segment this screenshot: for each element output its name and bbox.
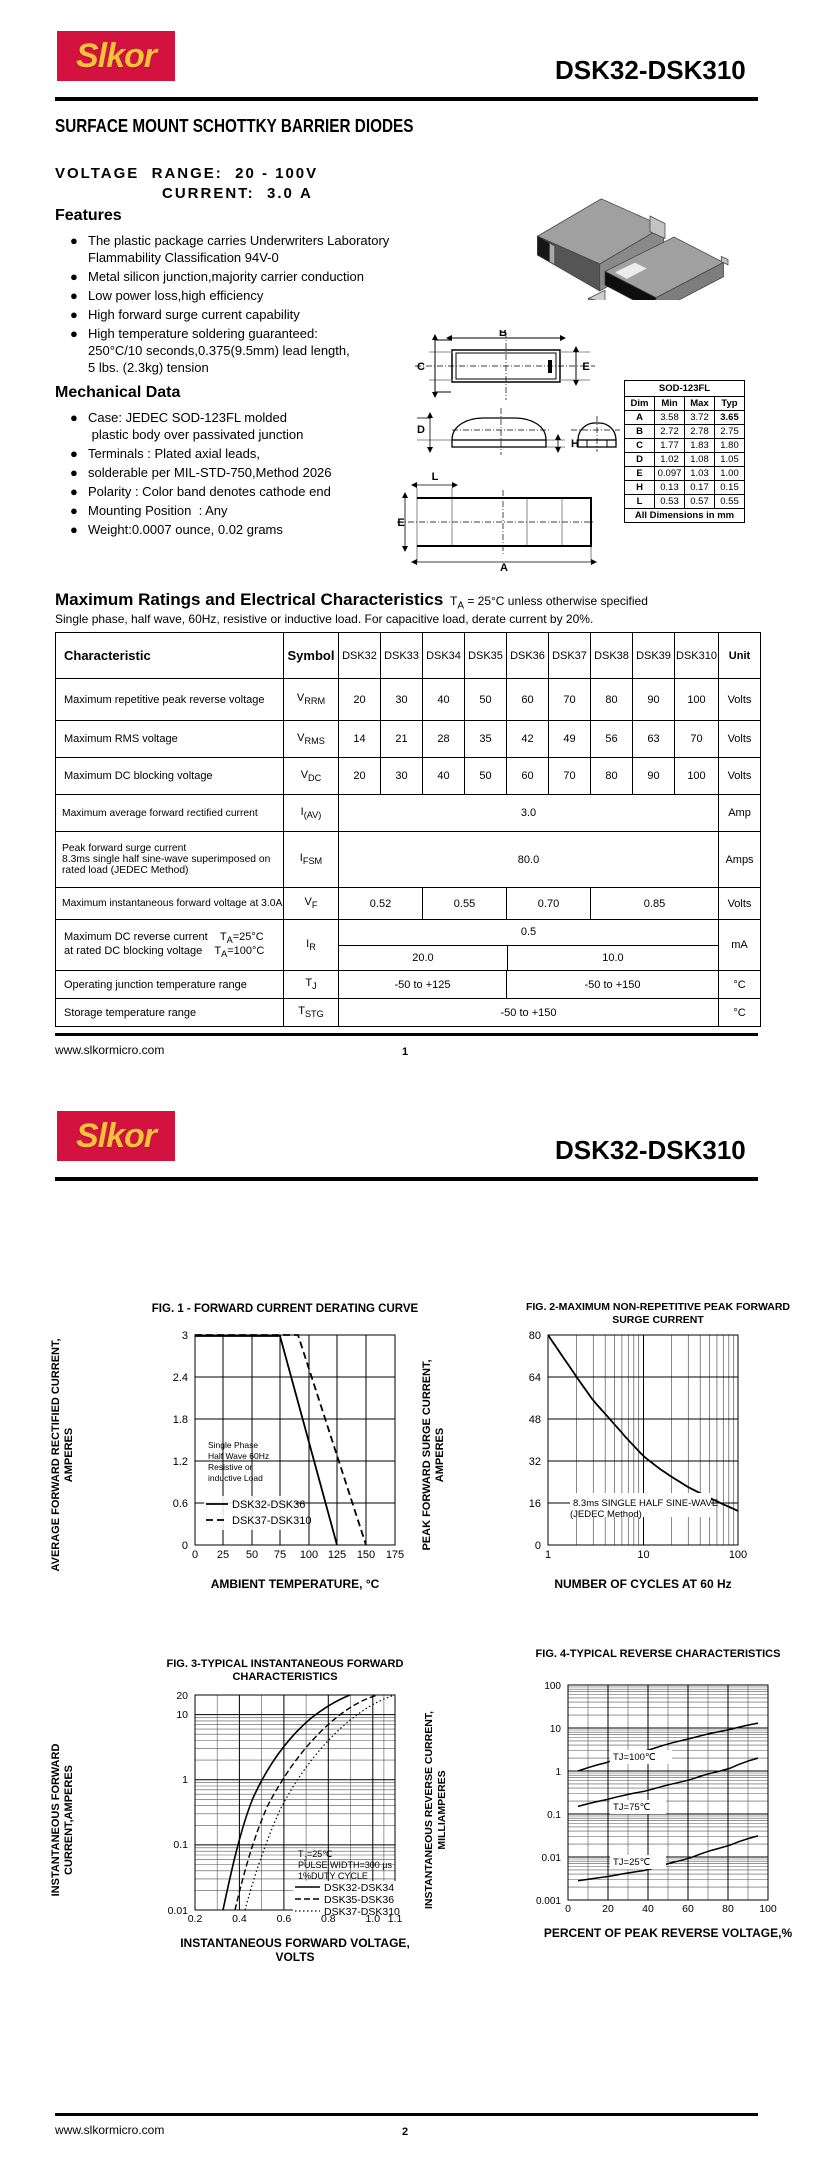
svg-text:16: 16 [529,1498,541,1510]
svg-text:Resistive or: Resistive or [208,1462,253,1472]
svg-text:175: 175 [386,1549,404,1561]
svg-text:60: 60 [682,1903,694,1915]
svg-text:(JEDEC Method): (JEDEC Method) [570,1509,642,1520]
svg-text:B: B [499,330,507,339]
svg-text:125: 125 [328,1549,346,1561]
svg-text:10: 10 [176,1709,188,1721]
svg-text:Single Phase: Single Phase [208,1440,258,1450]
svg-text:A: A [500,562,508,574]
svg-text:64: 64 [529,1372,541,1384]
svg-text:0: 0 [192,1549,198,1561]
svg-text:25: 25 [217,1549,229,1561]
svg-text:1.8: 1.8 [173,1414,188,1426]
svg-text:10: 10 [637,1549,649,1561]
svg-text:inductive Load: inductive Load [208,1473,263,1483]
svg-text:CHARACTERISTICS: CHARACTERISTICS [232,1671,337,1683]
svg-text:FIG. 2-MAXIMUM NON-REPETITIVE: FIG. 2-MAXIMUM NON-REPETITIVE PEAK FORWA… [526,1301,790,1313]
svg-text:FIG. 3-TYPICAL INSTANTANEOUS F: FIG. 3-TYPICAL INSTANTANEOUS FORWARD [167,1658,404,1670]
svg-text:TJ=75℃: TJ=75℃ [613,1802,651,1813]
svg-text:1%DUTY CYCLE: 1%DUTY CYCLE [298,1871,368,1881]
svg-text:80: 80 [529,1330,541,1342]
svg-text:DSK32-DSK34: DSK32-DSK34 [324,1882,394,1894]
svg-text:Half Wave 60Hz: Half Wave 60Hz [208,1451,269,1461]
svg-text:2.4: 2.4 [173,1372,188,1384]
svg-text:D: D [417,424,425,436]
svg-text:0: 0 [535,1540,541,1552]
svg-text:AVERAGE FORWARD RECTIFIED CURR: AVERAGE FORWARD RECTIFIED CURRENT, [50,1338,62,1571]
svg-text:FIG. 4-TYPICAL REVERSE CHARACT: FIG. 4-TYPICAL REVERSE CHARACTERISTICS [536,1648,781,1660]
svg-text:48: 48 [529,1414,541,1426]
svg-text:INSTANTANEOUS REVERSE CURRENT,: INSTANTANEOUS REVERSE CURRENT, [423,1711,435,1909]
svg-text:L: L [432,471,439,483]
svg-text:MILLIAMPERES: MILLIAMPERES [436,1770,448,1849]
svg-text:20: 20 [176,1690,188,1702]
svg-text:40: 40 [642,1903,654,1915]
svg-text:CURRENT,AMPERES: CURRENT,AMPERES [63,1765,75,1875]
svg-text:NUMBER OF CYCLES AT 60 Hz: NUMBER OF CYCLES AT 60 Hz [554,1577,731,1591]
svg-text:1: 1 [182,1774,188,1786]
svg-text:100: 100 [544,1681,561,1692]
svg-text:INSTANTANEOUS FORWARD VOLTAGE,: INSTANTANEOUS FORWARD VOLTAGE, [180,1936,410,1950]
svg-text:100: 100 [300,1549,318,1561]
svg-text:AMPERES: AMPERES [63,1428,75,1482]
svg-text:20: 20 [602,1903,614,1915]
svg-text:100: 100 [759,1903,777,1915]
svg-text:PULSE WIDTH=300 µs: PULSE WIDTH=300 µs [298,1860,392,1870]
svg-text:0: 0 [565,1903,571,1915]
svg-text:DSK37-DSK310: DSK37-DSK310 [232,1515,312,1527]
svg-text:DSK35-DSK36: DSK35-DSK36 [324,1894,394,1906]
svg-text:1: 1 [545,1549,551,1561]
svg-text:8.3ms SINGLE HALF SINE-WAVE: 8.3ms SINGLE HALF SINE-WAVE [573,1498,718,1509]
svg-text:AMPERES: AMPERES [434,1428,446,1482]
svg-text:PEAK FORWARD SURGE CURRENT,: PEAK FORWARD SURGE CURRENT, [421,1359,433,1550]
svg-text:75: 75 [274,1549,286,1561]
svg-text:VOLTS: VOLTS [275,1950,314,1964]
svg-text:0.4: 0.4 [232,1913,247,1925]
svg-text:DSK37-DSK310: DSK37-DSK310 [324,1906,400,1918]
svg-text:PERCENT OF PEAK REVERSE VOLTAG: PERCENT OF PEAK REVERSE VOLTAGE,% [544,1926,793,1940]
svg-text:150: 150 [357,1549,375,1561]
svg-text:0.001: 0.001 [536,1896,561,1907]
svg-text:0.1: 0.1 [547,1810,561,1821]
svg-text:0.2: 0.2 [188,1913,203,1925]
svg-text:0.6: 0.6 [277,1913,292,1925]
svg-text:FIG. 1 - FORWARD CURRENT DERAT: FIG. 1 - FORWARD CURRENT DERATING CURVE [152,1303,419,1315]
svg-text:DSK32-DSK36: DSK32-DSK36 [232,1499,305,1511]
svg-text:AMBIENT TEMPERATURE, °C: AMBIENT TEMPERATURE, °C [211,1577,380,1591]
svg-text:1.2: 1.2 [173,1456,188,1468]
svg-text:E: E [397,517,404,529]
svg-text:32: 32 [529,1456,541,1468]
svg-text:10: 10 [550,1724,562,1735]
svg-text:INSTANTANEOUS FORWARD: INSTANTANEOUS FORWARD [50,1744,62,1897]
svg-text:0: 0 [182,1540,188,1552]
svg-text:80: 80 [722,1903,734,1915]
svg-text:C: C [417,361,425,373]
svg-text:100: 100 [729,1549,747,1561]
svg-text:TJ=25℃: TJ=25℃ [613,1857,651,1868]
svg-text:0.6: 0.6 [173,1498,188,1510]
svg-text:50: 50 [246,1549,258,1561]
svg-text:0.01: 0.01 [542,1853,562,1864]
svg-text:1: 1 [555,1767,561,1778]
svg-text:0.01: 0.01 [168,1905,189,1917]
svg-text:TJ=100℃: TJ=100℃ [613,1752,656,1763]
svg-text:0.1: 0.1 [173,1839,188,1851]
svg-text:SURGE CURRENT: SURGE CURRENT [612,1314,704,1326]
svg-text:E: E [582,361,589,373]
svg-text:3: 3 [182,1330,188,1342]
